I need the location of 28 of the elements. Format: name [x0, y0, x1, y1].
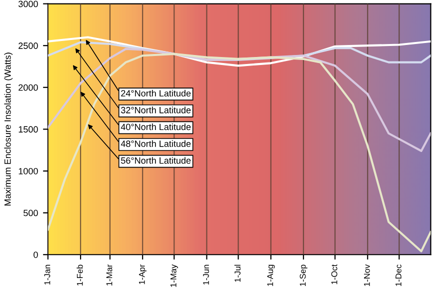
x-tick-label: 1-Feb [76, 264, 83, 286]
line-series [48, 48, 431, 152]
x-tick-label: 1-Mar [106, 264, 112, 286]
y-tick-label: 2000 [18, 84, 38, 91]
annotation: 40°North Latitude [120, 123, 191, 130]
x-tick-label: 1-Nov [364, 264, 370, 286]
x-tick-label: 1-Jan [44, 264, 50, 285]
line-series [48, 52, 431, 252]
y-tick-label: 3000 [18, 0, 38, 8]
x-tick-label: 1-Aug [267, 264, 275, 286]
x-tick-label: 1-Jul [234, 264, 241, 282]
annotation: 48°North Latitude [120, 140, 191, 147]
y-tick-label: 1000 [18, 168, 38, 174]
y-tick-label: 2500 [18, 42, 38, 49]
annotation: 32°North Latitude [121, 106, 191, 114]
x-tick-label: 1-Dec [396, 264, 402, 286]
y-tick-label: 1500 [18, 126, 38, 133]
x-tick-label: 1-Jun [203, 264, 209, 285]
y-axis-title: Maximum Enclosure Insolation (Watts) [4, 52, 13, 206]
annotation: 56°North Latitude [121, 157, 191, 164]
annotation: 24°North Latitude [121, 90, 191, 97]
y-tick-label: 500 [24, 210, 38, 216]
x-tick-label: 1-Oct [331, 264, 338, 284]
x-tick-label: 1-Apr [139, 264, 146, 284]
x-tick-label: 1-Sep [300, 264, 308, 286]
line-series [48, 36, 431, 67]
y-tick-label: 0 [34, 252, 38, 258]
x-tick-label: 1-May [170, 264, 178, 287]
